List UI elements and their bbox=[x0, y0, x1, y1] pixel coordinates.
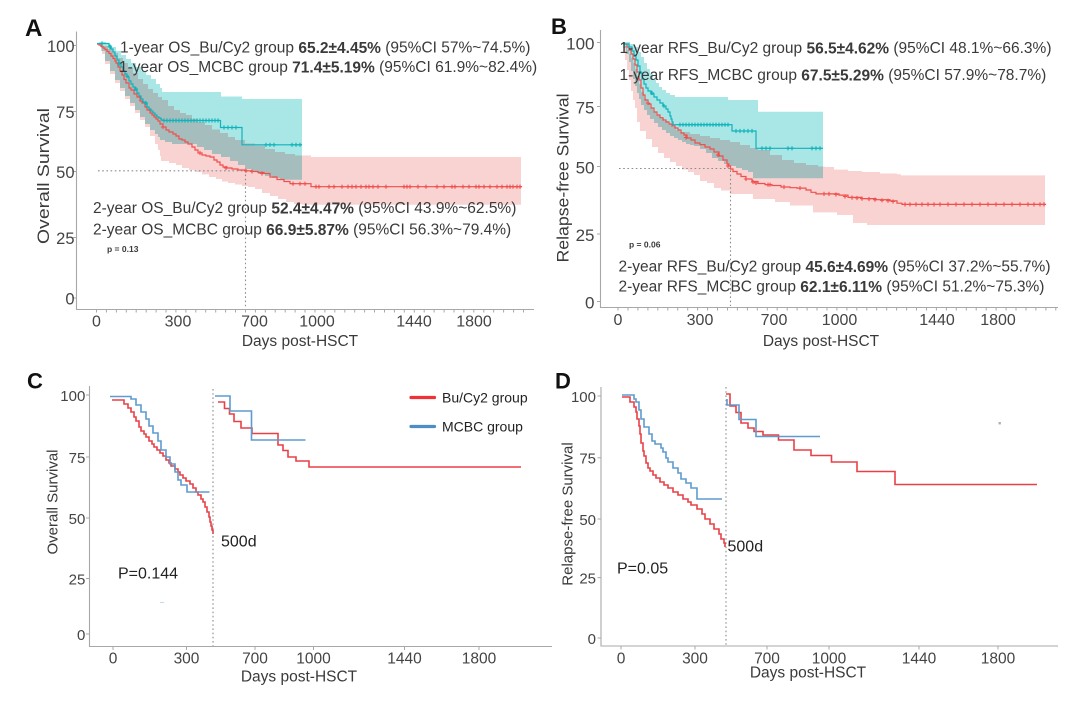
svg-text:1-year OS_MCBC group 71.4±5.19: 1-year OS_MCBC group 71.4±5.19% (95%CI 6… bbox=[119, 59, 537, 76]
svg-text:50: 50 bbox=[69, 511, 86, 528]
svg-text:1440: 1440 bbox=[902, 651, 937, 668]
svg-text:300: 300 bbox=[687, 312, 714, 329]
svg-text:50: 50 bbox=[576, 159, 595, 178]
svg-text:500d: 500d bbox=[728, 539, 764, 556]
svg-text:700: 700 bbox=[754, 651, 780, 668]
svg-text:Days post-HSCT: Days post-HSCT bbox=[242, 333, 359, 350]
svg-text:1800: 1800 bbox=[980, 312, 1016, 329]
svg-text:700: 700 bbox=[241, 314, 268, 331]
svg-text:Overall Survival: Overall Survival bbox=[45, 449, 62, 554]
svg-text:100: 100 bbox=[571, 389, 596, 406]
svg-text:Days post-HSCT: Days post-HSCT bbox=[750, 665, 867, 682]
svg-text:0: 0 bbox=[617, 651, 626, 668]
svg-text:75: 75 bbox=[576, 99, 595, 118]
svg-text:100: 100 bbox=[566, 35, 594, 54]
svg-text:2-year RFS_Bu/Cy2 group 45.6±4: 2-year RFS_Bu/Cy2 group 45.6±4.69% (95%C… bbox=[619, 259, 1051, 276]
svg-text:C: C bbox=[27, 369, 43, 394]
svg-text:D: D bbox=[555, 369, 571, 394]
svg-text:1440: 1440 bbox=[396, 314, 432, 331]
svg-text:75: 75 bbox=[579, 451, 596, 468]
svg-text:1440: 1440 bbox=[919, 312, 955, 329]
svg-text:50: 50 bbox=[579, 512, 596, 529]
svg-text:1-year RFS_Bu/Cy2 group 56.5±4: 1-year RFS_Bu/Cy2 group 56.5±4.62% (95%C… bbox=[620, 40, 1052, 57]
svg-text:0: 0 bbox=[585, 294, 594, 313]
svg-text:0: 0 bbox=[77, 627, 85, 644]
svg-text:MCBC group: MCBC group bbox=[442, 419, 523, 435]
svg-text:1000: 1000 bbox=[822, 312, 858, 329]
svg-text:0: 0 bbox=[588, 631, 596, 648]
svg-text:75: 75 bbox=[56, 104, 74, 122]
svg-text:100: 100 bbox=[47, 38, 75, 56]
svg-text:1000: 1000 bbox=[299, 314, 335, 331]
svg-text:300: 300 bbox=[682, 651, 708, 668]
svg-text:1800: 1800 bbox=[981, 651, 1016, 668]
svg-text:0: 0 bbox=[109, 651, 118, 668]
svg-text:Days post-HSCT: Days post-HSCT bbox=[241, 669, 358, 686]
svg-text:0: 0 bbox=[92, 314, 101, 331]
svg-text:1-year OS_Bu/Cy2 group 65.2±4.: 1-year OS_Bu/Cy2 group 65.2±4.45% (95%CI… bbox=[120, 40, 530, 57]
svg-text:1800: 1800 bbox=[462, 651, 497, 668]
svg-text:700: 700 bbox=[761, 312, 788, 329]
svg-text:A: A bbox=[25, 15, 42, 42]
svg-text:75: 75 bbox=[69, 450, 86, 467]
svg-text:1000: 1000 bbox=[296, 651, 331, 668]
svg-text:Relapse-free Survival: Relapse-free Survival bbox=[554, 93, 573, 262]
svg-text:0: 0 bbox=[614, 312, 623, 329]
svg-text:p = 0.13: p = 0.13 bbox=[107, 244, 139, 254]
svg-text:2-year RFS_MCBC group 62.1±6.1: 2-year RFS_MCBC group 62.1±6.11% (95%CI … bbox=[619, 279, 1045, 296]
svg-text:25: 25 bbox=[56, 230, 74, 248]
svg-text:25: 25 bbox=[69, 572, 86, 589]
svg-text:100: 100 bbox=[60, 388, 85, 405]
svg-text:Overall Survival: Overall Survival bbox=[34, 108, 53, 244]
svg-text:500d: 500d bbox=[221, 534, 257, 551]
svg-text:Days post-HSCT: Days post-HSCT bbox=[763, 333, 880, 350]
svg-text:0: 0 bbox=[65, 291, 74, 309]
svg-text:P=0.144: P=0.144 bbox=[118, 566, 178, 583]
svg-text:300: 300 bbox=[174, 651, 200, 668]
svg-text:1-year RFS_MCBC group 67.5±5.2: 1-year RFS_MCBC group 67.5±5.29% (95%CI … bbox=[620, 67, 1047, 84]
svg-text:Relapse-free Survival: Relapse-free Survival bbox=[560, 442, 577, 585]
svg-text:25: 25 bbox=[576, 226, 595, 245]
svg-text:1440: 1440 bbox=[387, 651, 422, 668]
svg-text:P=0.05: P=0.05 bbox=[617, 561, 668, 578]
svg-text:2-year OS_Bu/Cy2 group 52.4±4.: 2-year OS_Bu/Cy2 group 52.4±4.47% (95%CI… bbox=[93, 200, 516, 217]
svg-text:1800: 1800 bbox=[456, 314, 492, 331]
svg-text:Bu/Cy2 group: Bu/Cy2 group bbox=[442, 390, 528, 406]
svg-text:25: 25 bbox=[579, 571, 596, 588]
svg-text:p = 0.06: p = 0.06 bbox=[629, 240, 661, 250]
svg-text:700: 700 bbox=[242, 651, 268, 668]
svg-text:B: B bbox=[551, 14, 567, 39]
svg-text:300: 300 bbox=[165, 314, 192, 331]
svg-text:2-year OS_MCBC group 66.9±5.87: 2-year OS_MCBC group 66.9±5.87% (95%CI 5… bbox=[93, 222, 511, 239]
svg-text:50: 50 bbox=[56, 164, 74, 182]
svg-text:1000: 1000 bbox=[812, 651, 847, 668]
